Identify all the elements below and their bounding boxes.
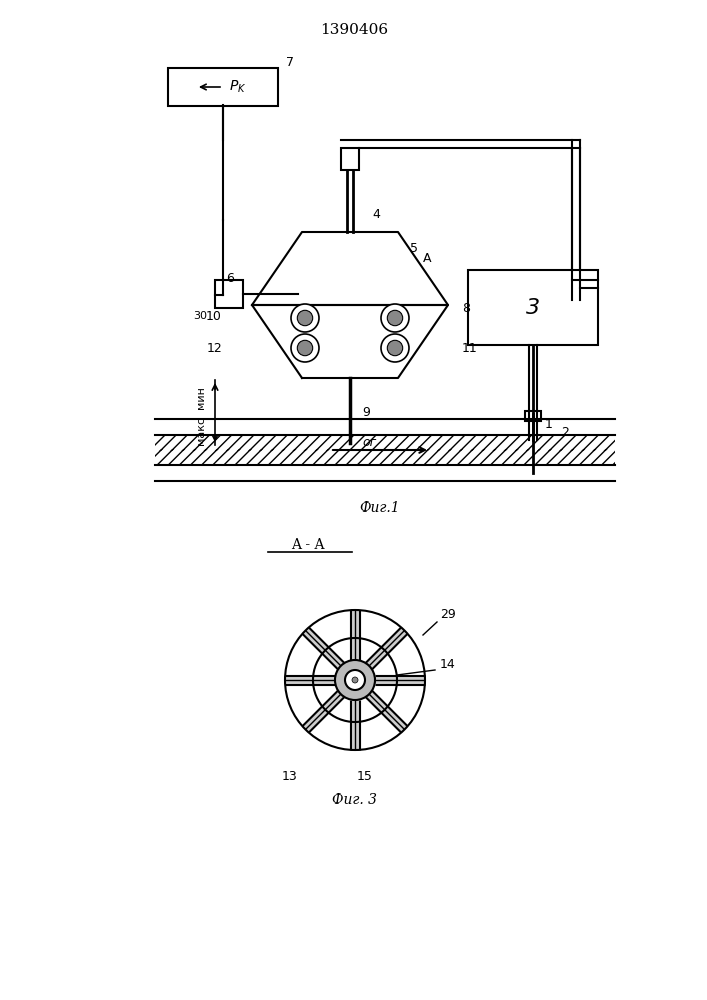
Circle shape bbox=[345, 670, 365, 690]
Text: A - A: A - A bbox=[291, 538, 325, 552]
Circle shape bbox=[291, 334, 319, 362]
Text: 13: 13 bbox=[282, 770, 298, 783]
Text: Фиг.1: Фиг.1 bbox=[360, 501, 400, 515]
Circle shape bbox=[381, 334, 409, 362]
Text: 3: 3 bbox=[526, 298, 540, 318]
Bar bbox=[155, 435, 615, 451]
Bar bbox=[341, 148, 359, 170]
Text: 1: 1 bbox=[545, 418, 553, 430]
Circle shape bbox=[387, 310, 403, 326]
Circle shape bbox=[291, 304, 319, 332]
Circle shape bbox=[381, 304, 409, 332]
Text: 12: 12 bbox=[206, 342, 222, 355]
Text: мин: мин bbox=[196, 386, 206, 409]
Text: $P_K$: $P_K$ bbox=[229, 79, 247, 95]
Bar bbox=[155, 449, 615, 465]
Text: 10: 10 bbox=[206, 310, 222, 322]
Bar bbox=[168, 68, 278, 106]
Text: A: A bbox=[423, 251, 431, 264]
Text: 14: 14 bbox=[440, 658, 456, 672]
Text: 5: 5 bbox=[410, 241, 418, 254]
Text: ог: ог bbox=[363, 436, 377, 448]
Text: 15: 15 bbox=[357, 770, 373, 783]
Text: 1390406: 1390406 bbox=[320, 23, 388, 37]
Text: 4: 4 bbox=[372, 209, 380, 222]
Text: 30: 30 bbox=[193, 311, 207, 321]
Text: Фиг. 3: Фиг. 3 bbox=[332, 793, 378, 807]
Polygon shape bbox=[252, 232, 448, 305]
Circle shape bbox=[335, 660, 375, 700]
Circle shape bbox=[352, 677, 358, 683]
Text: 9: 9 bbox=[362, 406, 370, 420]
Text: 11: 11 bbox=[462, 342, 478, 355]
Polygon shape bbox=[252, 305, 448, 378]
Text: 2: 2 bbox=[561, 426, 569, 440]
Bar bbox=[525, 411, 541, 421]
Text: 7: 7 bbox=[286, 56, 294, 70]
Text: 6: 6 bbox=[226, 271, 234, 284]
Text: 8: 8 bbox=[462, 302, 470, 314]
Circle shape bbox=[298, 340, 312, 356]
Circle shape bbox=[387, 340, 403, 356]
Circle shape bbox=[298, 310, 312, 326]
Text: 29: 29 bbox=[440, 608, 456, 621]
Text: макс: макс bbox=[196, 416, 206, 445]
Bar bbox=[215, 280, 243, 308]
Bar bbox=[468, 270, 598, 345]
